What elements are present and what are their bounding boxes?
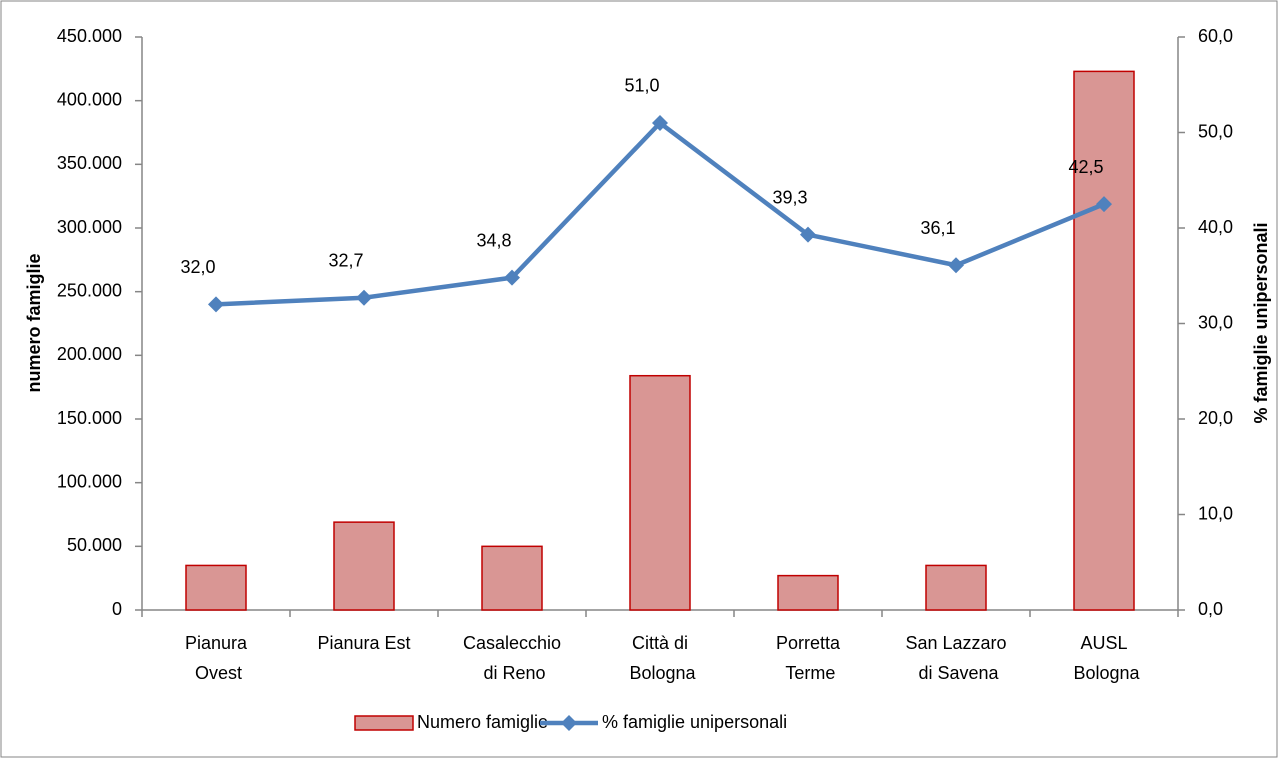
y2-axis-title: % famiglie unipersonali [1251,222,1271,423]
x-tick-label: Città di Bologna [624,633,696,683]
marker [800,226,816,243]
x-tick-label: Casalecchio di Reno [463,633,561,683]
legend-swatch [354,715,414,731]
y-tick-label: 350.000 [57,153,122,173]
y-tick-label: 300.000 [57,217,122,237]
data-label: 34,8 [476,230,511,250]
bar [185,564,247,611]
bar [629,374,691,611]
y-tick-label: 50.000 [67,535,122,555]
marker [504,269,520,286]
y2-tick-label: 60,0 [1198,26,1233,46]
data-label: 51,0 [624,76,659,96]
bar [925,564,987,611]
x-tick-label: AUSL Bologna [1068,633,1140,683]
legend-label: % famiglie unipersonali [602,712,787,732]
marker [208,296,224,313]
x-tick-label: Porretta Terme [776,633,841,683]
x-tick-label: San Lazzaro di Savena [905,633,1006,683]
data-label: 32,7 [328,250,363,270]
bar [1073,70,1135,611]
y2-tick-label: 50,0 [1198,121,1233,141]
y2-tick-label: 20,0 [1198,408,1233,428]
y2-tick-label: 10,0 [1198,503,1233,523]
marker [652,114,668,131]
y-tick-label: 250.000 [57,280,122,300]
x-tick-label: Pianura Est [317,633,410,653]
marker [356,289,372,306]
marker [1096,196,1112,213]
y2-tick-label: 0,0 [1198,599,1223,619]
y-tick-label: 0 [112,599,122,619]
y-tick-label: 100.000 [57,471,122,491]
y-axis-title: numero famiglie [24,253,44,392]
data-label: 39,3 [772,187,807,207]
bar [333,521,395,611]
bar [481,545,543,611]
x-tick-label: Pianura Ovest [185,633,248,683]
y-tick-label: 450.000 [57,26,122,46]
y-tick-label: 400.000 [57,89,122,109]
bar [777,574,839,611]
marker [948,257,964,274]
y-tick-label: 200.000 [57,344,122,364]
y-tick-label: 150.000 [57,408,122,428]
y2-tick-label: 40,0 [1198,217,1233,237]
legend-marker [561,715,577,731]
data-label: 32,0 [180,257,215,277]
legend-label: Numero famiglie [417,712,548,732]
data-label: 42,5 [1068,157,1103,177]
y2-tick-label: 30,0 [1198,312,1233,332]
data-label: 36,1 [920,218,955,238]
